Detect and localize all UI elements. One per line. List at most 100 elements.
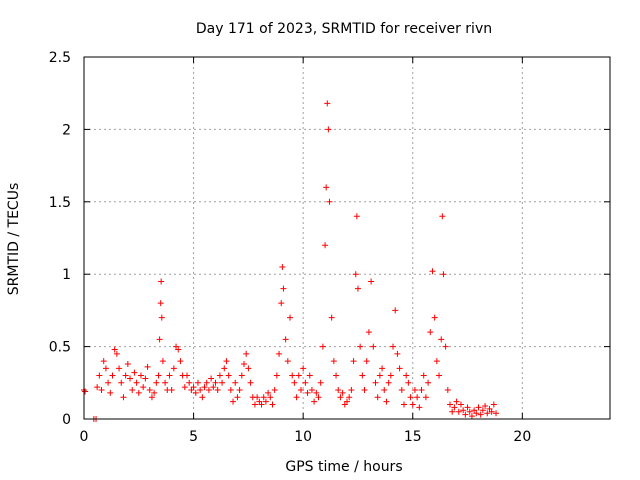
data-point (107, 389, 114, 396)
data-point (284, 358, 291, 365)
data-point (479, 407, 486, 414)
data-point (453, 398, 460, 405)
data-point (477, 411, 484, 418)
data-point (475, 404, 482, 411)
data-point (203, 379, 210, 386)
data-point (265, 389, 272, 396)
data-point (122, 372, 129, 379)
x-tick-label: 5 (189, 429, 198, 445)
data-point (251, 401, 258, 408)
data-point (148, 394, 155, 401)
data-point (466, 408, 473, 415)
data-point (425, 379, 432, 386)
data-point (159, 358, 166, 365)
data-point (297, 387, 304, 394)
data-point (468, 413, 475, 420)
data-point (181, 384, 188, 391)
data-point (197, 387, 204, 394)
data-point (236, 387, 243, 394)
data-point (146, 387, 153, 394)
data-point (438, 336, 445, 343)
data-point (339, 389, 346, 396)
data-point (271, 387, 278, 394)
data-point (124, 360, 131, 367)
data-point (118, 379, 125, 386)
data-point (447, 401, 454, 408)
data-point (254, 394, 261, 401)
data-point (131, 369, 138, 376)
data-point (365, 329, 372, 336)
data-point (400, 401, 407, 408)
data-point (420, 372, 427, 379)
data-point (363, 358, 370, 365)
data-point (396, 365, 403, 372)
data-point (212, 379, 219, 386)
data-point (337, 394, 344, 401)
data-point (387, 372, 394, 379)
data-point (409, 401, 416, 408)
data-point (353, 213, 360, 220)
data-point (155, 372, 162, 379)
data-point (330, 358, 337, 365)
data-point (394, 350, 401, 357)
data-point (317, 379, 324, 386)
data-point (324, 100, 331, 107)
data-point (192, 389, 199, 396)
y-axis-label: SRMTID / TECUs (6, 183, 22, 296)
x-axis-label: GPS time / hours (285, 459, 402, 475)
data-point (194, 379, 201, 386)
data-point (177, 358, 184, 365)
data-point (414, 394, 421, 401)
data-point (166, 372, 173, 379)
x-tick-label: 15 (404, 429, 422, 445)
data-point (142, 375, 149, 382)
data-point (488, 408, 495, 415)
data-point (133, 379, 140, 386)
data-point (279, 263, 286, 270)
data-point (100, 358, 107, 365)
data-point (440, 271, 447, 278)
data-point (184, 372, 191, 379)
data-point (157, 300, 164, 307)
data-point (315, 394, 322, 401)
data-point (238, 372, 245, 379)
data-point (306, 372, 313, 379)
data-point (156, 336, 163, 343)
data-point (493, 410, 500, 417)
data-point (153, 379, 160, 386)
data-point (429, 268, 436, 275)
data-point (190, 384, 197, 391)
data-point (262, 398, 269, 405)
data-point (436, 372, 443, 379)
data-point (267, 394, 274, 401)
data-point (374, 394, 381, 401)
grid-lines (84, 57, 610, 419)
data-point (304, 389, 311, 396)
data-point (376, 372, 383, 379)
data-point (439, 213, 446, 220)
data-point (350, 358, 357, 365)
data-point (407, 394, 414, 401)
data-point (278, 300, 285, 307)
data-point (431, 314, 438, 321)
y-tick-label: 1 (62, 267, 71, 283)
data-points (81, 100, 500, 422)
data-point (416, 404, 423, 411)
data-point (109, 372, 116, 379)
data-point (243, 350, 250, 357)
data-point (105, 379, 112, 386)
data-point (422, 394, 429, 401)
x-tick-label: 10 (294, 429, 312, 445)
data-point (460, 407, 467, 414)
data-point (82, 388, 89, 395)
data-point (370, 343, 377, 350)
data-point (201, 384, 208, 391)
data-point (230, 398, 237, 405)
data-point (282, 336, 289, 343)
data-point (116, 365, 123, 372)
data-point (144, 363, 151, 370)
data-point (258, 401, 265, 408)
data-point (326, 198, 333, 205)
data-point (344, 398, 350, 405)
